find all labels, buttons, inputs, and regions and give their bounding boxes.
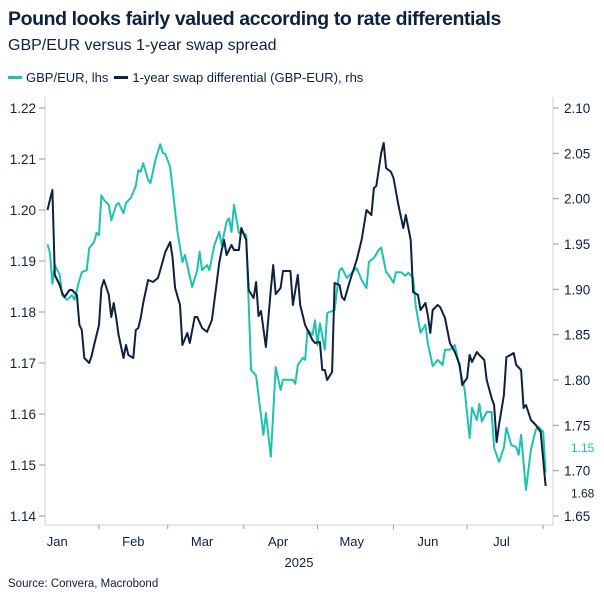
legend-label-gbpeur: GBP/EUR, lhs bbox=[26, 70, 109, 85]
left-tick-label: 1.17 bbox=[10, 356, 36, 371]
legend-swatch-swap bbox=[114, 76, 129, 79]
left-tick-label: 1.15 bbox=[10, 458, 36, 473]
chart-title: Pound looks fairly valued according to r… bbox=[8, 8, 501, 30]
swap-end-label: 1.68 bbox=[571, 486, 595, 500]
x-tick-label: Feb bbox=[122, 534, 144, 549]
swap-differential-line bbox=[46, 142, 547, 487]
x-tick-label: Jun bbox=[417, 534, 438, 549]
x-tick-label: May bbox=[339, 534, 364, 549]
right-tick-label: 2.00 bbox=[564, 192, 590, 207]
left-tick-label: 1.18 bbox=[10, 305, 36, 320]
left-tick-label: 1.21 bbox=[10, 152, 36, 167]
gbpeur-end-label: 1.15 bbox=[571, 441, 595, 455]
legend: GBP/EUR, lhs 1-year swap differential (G… bbox=[8, 70, 369, 85]
left-tick-label: 1.19 bbox=[10, 254, 36, 269]
legend-item-swap: 1-year swap differential (GBP-EUR), rhs bbox=[114, 70, 363, 85]
x-tick-label: Jan bbox=[47, 534, 68, 549]
x-tick-label: Jul bbox=[493, 534, 510, 549]
x-axis-label: 2025 bbox=[285, 555, 314, 570]
left-tick-label: 1.14 bbox=[10, 509, 37, 524]
right-tick-label: 2.05 bbox=[564, 146, 590, 161]
right-tick-label: 1.85 bbox=[564, 328, 590, 343]
right-tick-label: 1.95 bbox=[564, 237, 590, 252]
legend-item-gbpeur: GBP/EUR, lhs bbox=[8, 70, 108, 85]
left-tick-label: 1.22 bbox=[10, 101, 36, 116]
right-tick-label: 1.65 bbox=[564, 509, 590, 524]
source-note: Source: Convera, Macrobond bbox=[8, 578, 159, 590]
left-tick-label: 1.16 bbox=[10, 407, 36, 422]
x-tick-label: Apr bbox=[268, 534, 289, 549]
legend-swatch-gbpeur bbox=[8, 76, 22, 79]
legend-label-swap: 1-year swap differential (GBP-EUR), rhs bbox=[132, 70, 364, 85]
right-tick-label: 1.70 bbox=[564, 464, 590, 479]
right-tick-label: 1.75 bbox=[564, 418, 590, 433]
chart-subtitle: GBP/EUR versus 1-year swap spread bbox=[8, 37, 277, 54]
right-tick-label: 1.80 bbox=[564, 373, 590, 388]
left-tick-label: 1.20 bbox=[10, 203, 36, 218]
right-tick-label: 2.10 bbox=[564, 101, 590, 116]
gbpeur-line bbox=[46, 143, 547, 491]
right-tick-label: 1.90 bbox=[564, 282, 590, 297]
x-tick-label: Mar bbox=[191, 534, 214, 549]
